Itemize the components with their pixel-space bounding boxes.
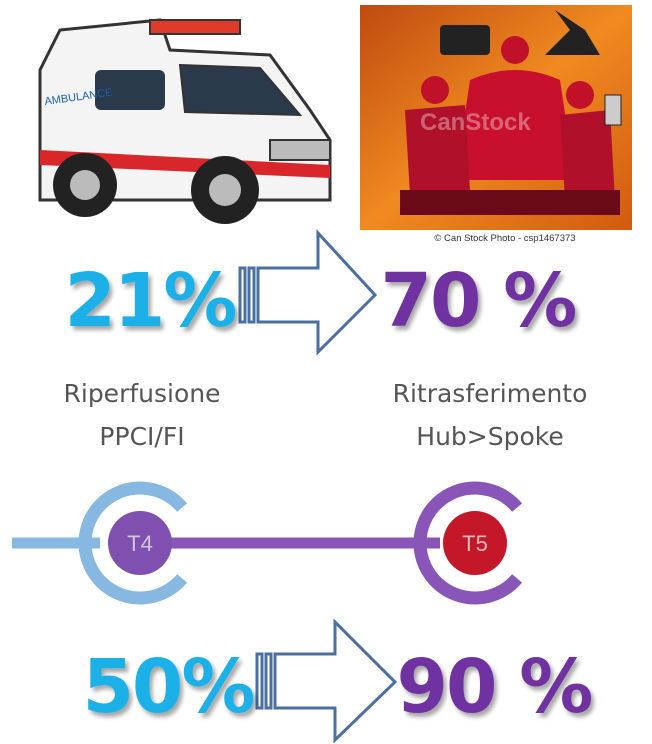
label: PPCI/FI <box>99 422 184 451</box>
timeline <box>12 481 523 605</box>
arrow <box>255 618 398 744</box>
stat-from: 21% <box>64 258 235 344</box>
node-label: T4 <box>127 531 153 556</box>
stat-to: 90 % <box>397 644 592 730</box>
label: Riperfusione <box>64 379 221 408</box>
surgery-image: CanStock <box>360 5 632 230</box>
watermark: CanStock <box>420 109 531 136</box>
label: Hub>Spoke <box>416 422 563 451</box>
label: Ritrasferimento <box>393 379 588 408</box>
stat-to: 70 % <box>381 258 576 344</box>
arrow <box>238 229 378 356</box>
ambulance-image: AMBULANCE <box>38 18 332 224</box>
node-label: T5 <box>462 531 488 556</box>
photo-credit: © Can Stock Photo - csp1467373 <box>434 233 575 244</box>
stat-from: 50% <box>82 644 253 730</box>
